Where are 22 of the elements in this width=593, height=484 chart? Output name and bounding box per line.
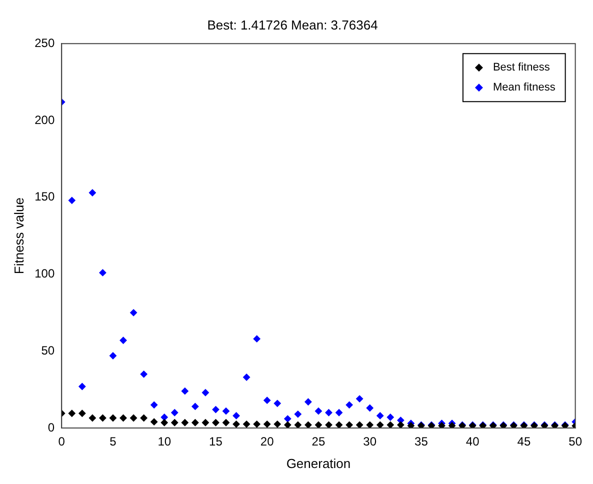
x-tick-label: 35 [414, 434, 428, 449]
x-tick-label: 0 [58, 434, 66, 449]
x-tick-label: 30 [363, 434, 377, 449]
y-axis-title: Fitness value [11, 198, 26, 274]
y-tick-label: 0 [48, 420, 55, 434]
x-axis-title: Generation [286, 456, 351, 471]
x-tick-label: 40 [466, 434, 480, 449]
x-tick-label: 45 [517, 434, 531, 449]
x-tick-label: 25 [312, 434, 326, 449]
y-tick-label: 250 [34, 36, 55, 50]
legend-label: Best fitness [492, 62, 550, 74]
y-tick-label: 100 [34, 266, 55, 281]
x-tick-label: 15 [209, 434, 223, 449]
y-tick-label: 50 [41, 343, 55, 358]
chart-title: Best: 1.41726 Mean: 3.76364 [207, 17, 378, 32]
x-tick-label: 10 [158, 434, 172, 449]
x-tick-label: 5 [110, 434, 117, 449]
y-tick-label: 200 [34, 112, 55, 127]
legend-label: Mean fitness [492, 82, 556, 94]
x-tick-label: 20 [260, 434, 274, 449]
y-tick-label: 150 [34, 190, 55, 204]
x-tick-label: 50 [568, 434, 582, 449]
